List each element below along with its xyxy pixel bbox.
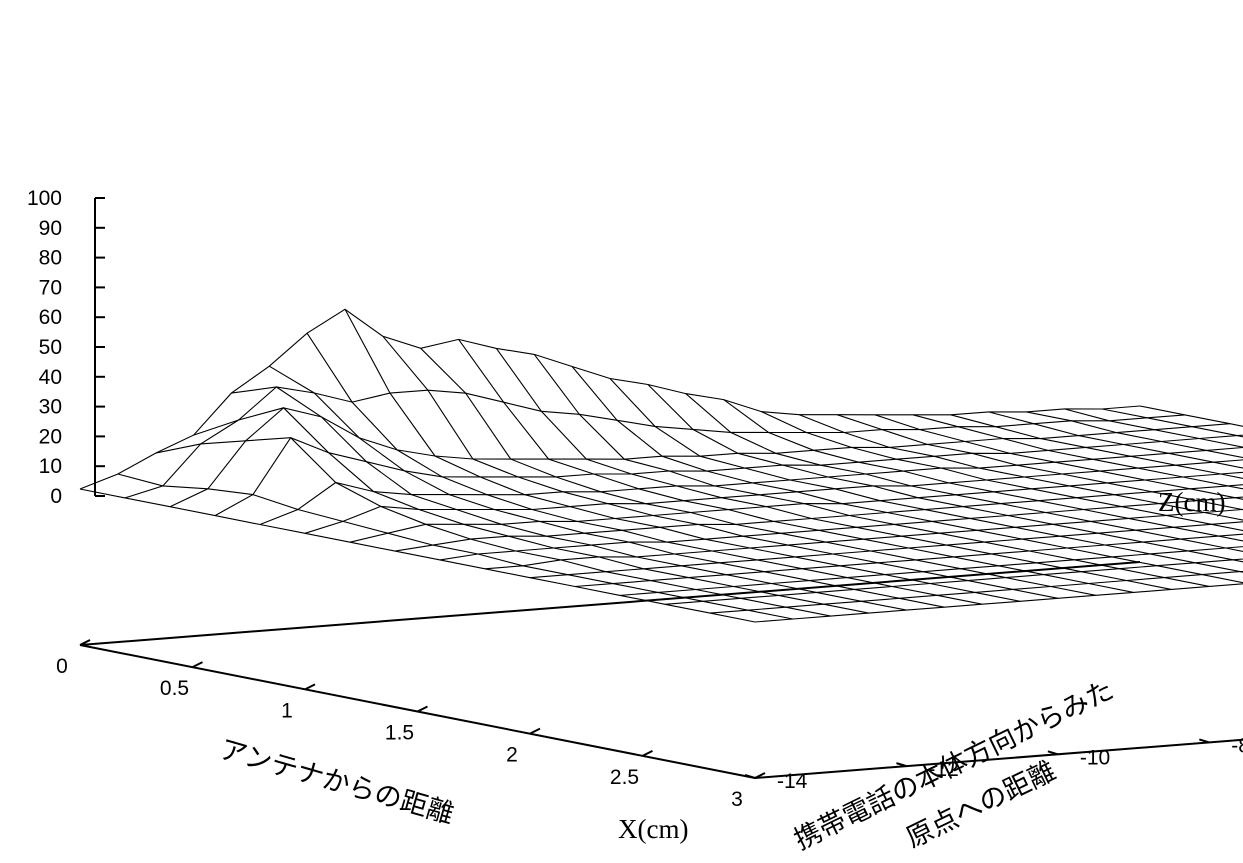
x-tick-mark-6 — [754, 772, 766, 779]
mesh-line-x-1 — [124, 386, 1186, 499]
mesh-line-y-19 — [799, 414, 1243, 521]
mesh-line-y-0 — [79, 488, 756, 623]
x-tick-mark-4 — [529, 727, 541, 735]
y-tick-label-4: -8 — [1231, 734, 1243, 757]
mesh-line-y-7 — [344, 309, 1021, 602]
mesh-line-y-14 — [609, 378, 1243, 573]
z-tick-label-3: 30 — [39, 396, 62, 419]
mesh-line-y-23 — [950, 414, 1243, 479]
mesh-line-y-9 — [420, 347, 1096, 596]
y-axis-line — [754, 738, 1243, 779]
z-tick-label-0: 0 — [50, 485, 62, 508]
x-tick-mark-5 — [642, 749, 653, 757]
mesh-line-y-21 — [874, 414, 1243, 500]
z-tick-label-10: 100 — [27, 187, 62, 210]
x-tick-label-3: 1.5 — [385, 722, 414, 745]
tick-labels: 010203040506070809010000.511.522.530-2-4… — [27, 187, 1243, 811]
x-axis-title: アンテナからの距離 — [216, 734, 457, 830]
y-tick-mark-5 — [1047, 750, 1059, 756]
z-unit-label: Z(cm) — [1158, 487, 1225, 517]
x-tick-mark-3 — [417, 705, 428, 713]
mesh-line-y-18 — [761, 411, 1243, 532]
y-tick-label-7: -14 — [777, 770, 808, 793]
mesh-line-y-17 — [723, 399, 1243, 542]
x-tick-label-1: 0.5 — [160, 677, 189, 700]
mesh-line-x-0 — [79, 308, 1141, 490]
mesh-line-y-24 — [988, 411, 1243, 469]
z-tick-label-6: 60 — [39, 306, 62, 329]
mesh-line-y-22 — [912, 414, 1243, 490]
mesh-line-x-9 — [484, 508, 1243, 570]
z-tick-label-1: 10 — [39, 455, 62, 478]
mesh-line-y-15 — [647, 384, 1243, 563]
mesh-line-y-20 — [836, 414, 1243, 511]
z-tick-label-4: 40 — [39, 366, 62, 389]
mesh-line-y-3 — [193, 407, 869, 614]
mesh-line-y-5 — [269, 365, 945, 608]
mesh-line-y-25 — [1026, 411, 1243, 459]
y-tick-mark-4 — [1198, 738, 1210, 744]
z-tick-label-2: 20 — [39, 425, 62, 448]
z-tick-label-5: 50 — [39, 336, 62, 359]
x-tick-label-5: 2.5 — [610, 766, 639, 789]
surface-mesh — [79, 308, 1243, 623]
y-tick-label-5: -10 — [1080, 746, 1110, 769]
mesh-line-y-16 — [685, 393, 1243, 552]
mesh-line-y-8 — [382, 335, 1059, 599]
x-tick-mark-0 — [79, 639, 91, 646]
mesh-line-y-4 — [231, 386, 907, 611]
z-tick-label-7: 70 — [39, 276, 62, 299]
mesh-line-y-12 — [533, 354, 1210, 587]
z-tick-label-8: 80 — [39, 247, 62, 270]
mesh-line-y-28 — [1139, 405, 1243, 427]
z-tick-label-9: 90 — [39, 217, 62, 240]
y-tick-mark-7 — [744, 774, 756, 779]
x-tick-mark-1 — [192, 661, 203, 669]
mesh-line-y-2 — [155, 437, 831, 617]
base-axes — [79, 198, 1243, 779]
x-tick-label-2: 1 — [281, 699, 293, 722]
x-tick-mark-2 — [304, 683, 316, 691]
mesh-line-y-1 — [117, 473, 794, 620]
mesh-line-x-15 — [754, 583, 1243, 623]
x-tick-label-6: 3 — [731, 788, 743, 811]
mesh-line-y-27 — [1101, 408, 1243, 438]
x-unit-label: X(cm) — [618, 814, 688, 844]
x-tick-label-0: 0 — [56, 655, 68, 678]
mesh-line-y-10 — [458, 339, 1134, 593]
mesh-line-x-11 — [574, 533, 1243, 588]
mesh-line-y-13 — [571, 366, 1243, 584]
back-y-axis-line — [79, 561, 1141, 646]
mesh-line-y-26 — [1064, 408, 1243, 448]
x-tick-label-4: 2 — [506, 744, 518, 767]
mesh-line-y-6 — [306, 332, 983, 605]
y-tick-mark-6 — [896, 762, 907, 768]
mesh-line-y-11 — [495, 348, 1172, 590]
mesh-line-x-10 — [529, 521, 1243, 579]
y-tick-label-6: -12 — [928, 758, 958, 781]
